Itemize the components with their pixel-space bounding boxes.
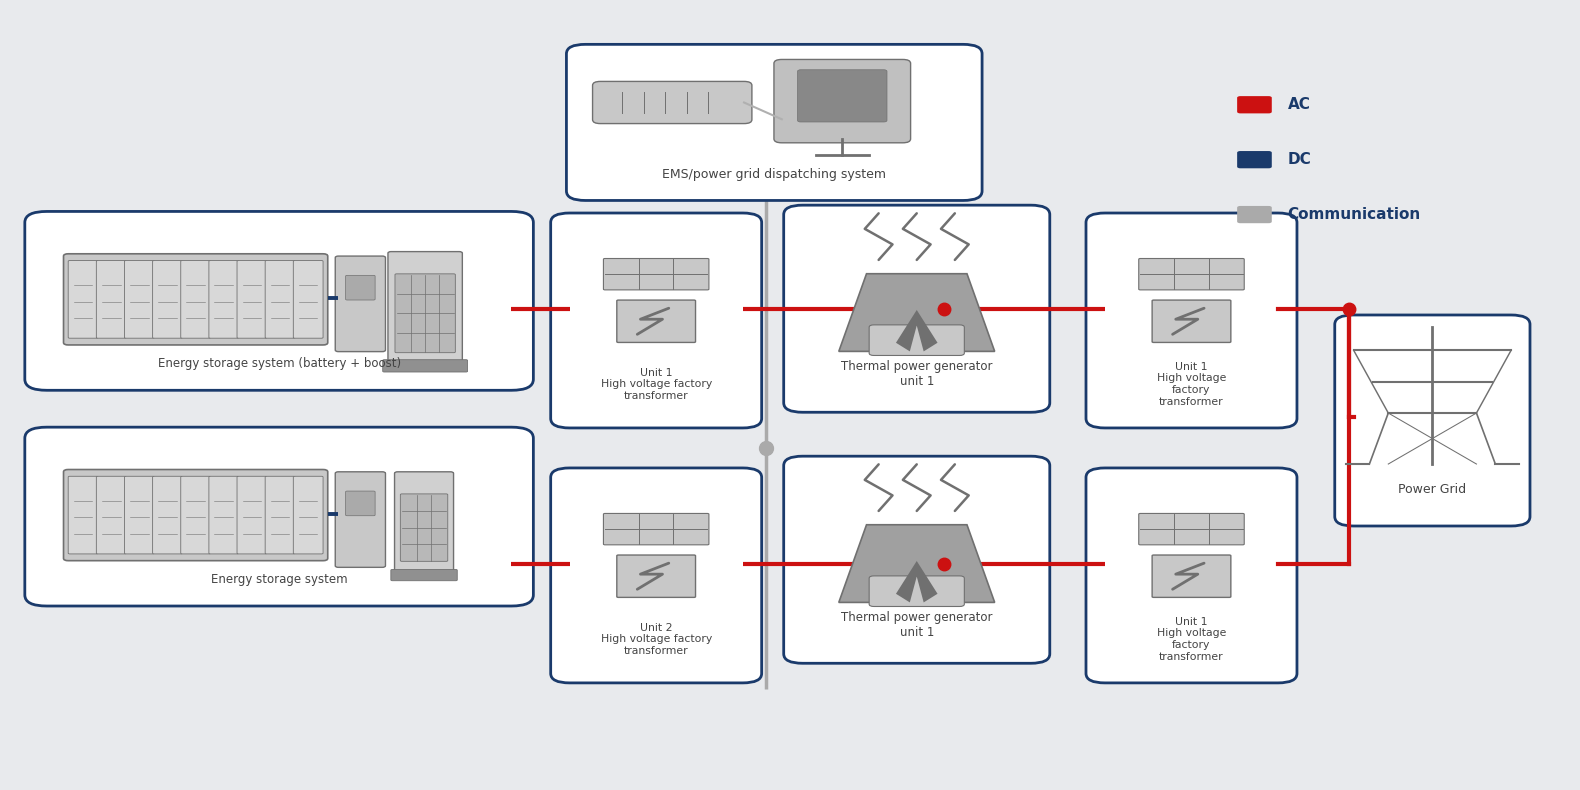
- Text: Unit 1
High voltage factory
transformer: Unit 1 High voltage factory transformer: [600, 367, 713, 401]
- FancyBboxPatch shape: [551, 213, 762, 428]
- FancyBboxPatch shape: [96, 476, 126, 554]
- FancyBboxPatch shape: [153, 261, 182, 338]
- FancyBboxPatch shape: [125, 476, 155, 554]
- FancyBboxPatch shape: [265, 476, 295, 554]
- FancyBboxPatch shape: [389, 251, 463, 362]
- FancyBboxPatch shape: [68, 261, 98, 338]
- FancyBboxPatch shape: [63, 469, 327, 561]
- FancyBboxPatch shape: [346, 491, 374, 516]
- Text: Communication: Communication: [1288, 207, 1420, 222]
- Text: Unit 2
High voltage factory
transformer: Unit 2 High voltage factory transformer: [600, 623, 713, 656]
- FancyBboxPatch shape: [25, 212, 534, 390]
- Text: AC: AC: [1288, 97, 1310, 112]
- FancyBboxPatch shape: [180, 476, 210, 554]
- FancyBboxPatch shape: [294, 476, 322, 554]
- FancyBboxPatch shape: [180, 261, 210, 338]
- FancyBboxPatch shape: [68, 476, 98, 554]
- FancyBboxPatch shape: [869, 325, 964, 356]
- FancyBboxPatch shape: [63, 254, 327, 345]
- FancyBboxPatch shape: [1237, 96, 1272, 114]
- Text: EMS/power grid dispatching system: EMS/power grid dispatching system: [662, 168, 886, 181]
- FancyBboxPatch shape: [25, 427, 534, 606]
- Text: Unit 1
High voltage
factory
transformer: Unit 1 High voltage factory transformer: [1157, 617, 1226, 661]
- FancyBboxPatch shape: [96, 261, 126, 338]
- FancyBboxPatch shape: [382, 359, 468, 372]
- FancyBboxPatch shape: [237, 476, 267, 554]
- FancyBboxPatch shape: [1152, 300, 1231, 342]
- FancyBboxPatch shape: [604, 258, 709, 290]
- Text: Unit 1
High voltage
factory
transformer: Unit 1 High voltage factory transformer: [1157, 362, 1226, 407]
- Text: DC: DC: [1288, 152, 1311, 167]
- Text: Power Grid: Power Grid: [1398, 483, 1466, 496]
- FancyBboxPatch shape: [1152, 555, 1231, 597]
- FancyBboxPatch shape: [784, 456, 1049, 664]
- Text: Thermal power generator
unit 1: Thermal power generator unit 1: [841, 359, 992, 388]
- Text: Energy storage system (battery + boost): Energy storage system (battery + boost): [158, 357, 401, 371]
- Text: Thermal power generator
unit 1: Thermal power generator unit 1: [841, 611, 992, 638]
- FancyBboxPatch shape: [209, 261, 239, 338]
- FancyBboxPatch shape: [390, 570, 457, 581]
- FancyBboxPatch shape: [153, 476, 182, 554]
- FancyBboxPatch shape: [869, 576, 964, 607]
- FancyBboxPatch shape: [395, 472, 453, 572]
- FancyBboxPatch shape: [1139, 258, 1243, 290]
- FancyBboxPatch shape: [400, 494, 447, 562]
- Polygon shape: [896, 310, 937, 352]
- FancyBboxPatch shape: [616, 555, 695, 597]
- FancyBboxPatch shape: [592, 81, 752, 123]
- FancyBboxPatch shape: [1237, 206, 1272, 224]
- FancyBboxPatch shape: [1335, 315, 1529, 526]
- FancyBboxPatch shape: [616, 300, 695, 342]
- FancyBboxPatch shape: [294, 261, 322, 338]
- Polygon shape: [896, 561, 937, 603]
- FancyBboxPatch shape: [335, 256, 386, 352]
- FancyBboxPatch shape: [335, 472, 386, 567]
- FancyBboxPatch shape: [1237, 151, 1272, 168]
- FancyBboxPatch shape: [237, 261, 267, 338]
- FancyBboxPatch shape: [395, 274, 455, 352]
- FancyBboxPatch shape: [774, 59, 910, 143]
- Polygon shape: [839, 525, 995, 603]
- FancyBboxPatch shape: [551, 468, 762, 683]
- FancyBboxPatch shape: [784, 205, 1049, 412]
- FancyBboxPatch shape: [566, 44, 983, 201]
- FancyBboxPatch shape: [1085, 213, 1297, 428]
- FancyBboxPatch shape: [798, 70, 886, 122]
- FancyBboxPatch shape: [1139, 514, 1243, 545]
- Text: Energy storage system: Energy storage system: [210, 573, 348, 586]
- FancyBboxPatch shape: [1085, 468, 1297, 683]
- FancyBboxPatch shape: [604, 514, 709, 545]
- FancyBboxPatch shape: [125, 261, 155, 338]
- FancyBboxPatch shape: [209, 476, 239, 554]
- FancyBboxPatch shape: [265, 261, 295, 338]
- Polygon shape: [839, 273, 995, 352]
- FancyBboxPatch shape: [346, 276, 374, 300]
